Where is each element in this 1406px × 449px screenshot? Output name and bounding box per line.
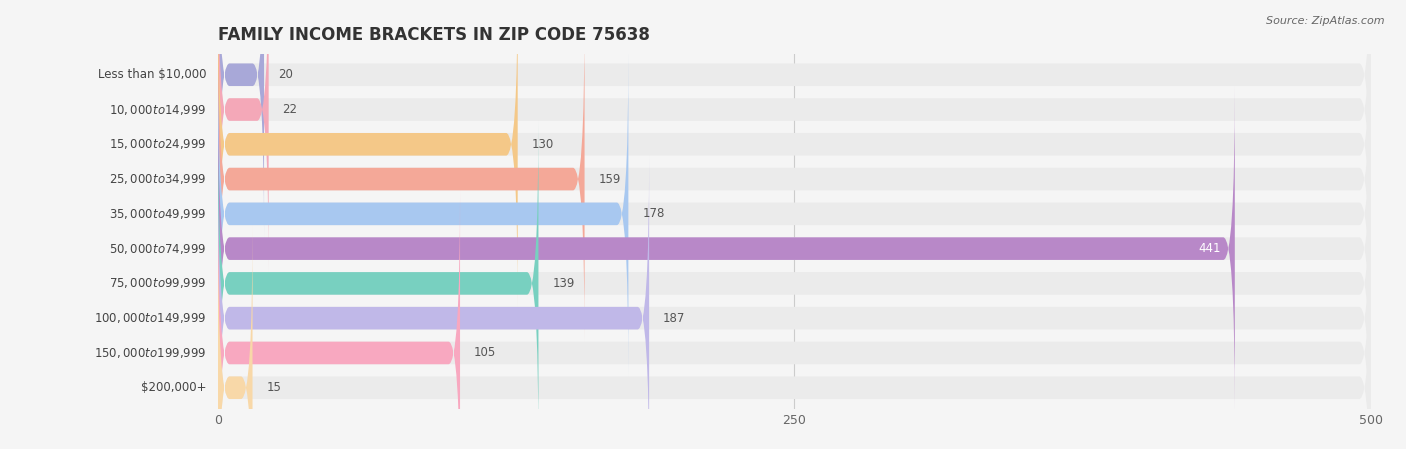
FancyBboxPatch shape — [218, 0, 517, 307]
FancyBboxPatch shape — [218, 0, 1371, 272]
FancyBboxPatch shape — [218, 17, 1371, 342]
Text: $25,000 to $34,999: $25,000 to $34,999 — [108, 172, 207, 186]
Text: 22: 22 — [283, 103, 298, 116]
FancyBboxPatch shape — [218, 0, 264, 238]
FancyBboxPatch shape — [218, 86, 1371, 411]
FancyBboxPatch shape — [218, 156, 1371, 449]
FancyBboxPatch shape — [218, 190, 1371, 449]
Text: 105: 105 — [474, 347, 496, 360]
FancyBboxPatch shape — [218, 121, 538, 446]
FancyBboxPatch shape — [218, 17, 585, 342]
Text: $15,000 to $24,999: $15,000 to $24,999 — [108, 137, 207, 151]
FancyBboxPatch shape — [218, 51, 628, 376]
Text: $50,000 to $74,999: $50,000 to $74,999 — [108, 242, 207, 255]
FancyBboxPatch shape — [218, 0, 1371, 238]
Text: 15: 15 — [266, 381, 281, 394]
FancyBboxPatch shape — [218, 0, 269, 272]
Text: FAMILY INCOME BRACKETS IN ZIP CODE 75638: FAMILY INCOME BRACKETS IN ZIP CODE 75638 — [218, 26, 650, 44]
FancyBboxPatch shape — [218, 190, 460, 449]
FancyBboxPatch shape — [218, 0, 1371, 307]
FancyBboxPatch shape — [218, 51, 1371, 376]
Text: $75,000 to $99,999: $75,000 to $99,999 — [108, 277, 207, 291]
Text: $35,000 to $49,999: $35,000 to $49,999 — [108, 207, 207, 221]
Text: Less than $10,000: Less than $10,000 — [98, 68, 207, 81]
FancyBboxPatch shape — [218, 225, 253, 449]
Text: 139: 139 — [553, 277, 575, 290]
Text: $150,000 to $199,999: $150,000 to $199,999 — [94, 346, 207, 360]
Text: 130: 130 — [531, 138, 554, 151]
Text: $200,000+: $200,000+ — [141, 381, 207, 394]
Text: $10,000 to $14,999: $10,000 to $14,999 — [108, 102, 207, 117]
FancyBboxPatch shape — [218, 86, 1234, 411]
Text: 187: 187 — [664, 312, 685, 325]
Text: 441: 441 — [1198, 242, 1220, 255]
Text: Source: ZipAtlas.com: Source: ZipAtlas.com — [1267, 16, 1385, 26]
FancyBboxPatch shape — [218, 225, 1371, 449]
FancyBboxPatch shape — [218, 156, 650, 449]
Text: 178: 178 — [643, 207, 665, 220]
Text: $100,000 to $149,999: $100,000 to $149,999 — [94, 311, 207, 325]
Text: 159: 159 — [599, 172, 621, 185]
FancyBboxPatch shape — [218, 121, 1371, 446]
Text: 20: 20 — [278, 68, 292, 81]
